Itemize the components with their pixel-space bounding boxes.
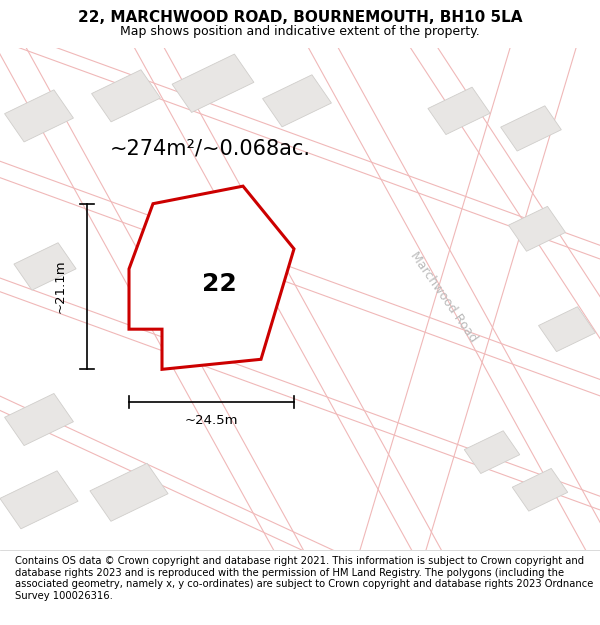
Text: ~274m²/~0.068ac.: ~274m²/~0.068ac. xyxy=(110,139,311,159)
Polygon shape xyxy=(428,87,490,134)
Polygon shape xyxy=(500,106,562,151)
Polygon shape xyxy=(0,471,78,529)
Polygon shape xyxy=(92,70,160,122)
Text: Contains OS data © Crown copyright and database right 2021. This information is : Contains OS data © Crown copyright and d… xyxy=(15,556,593,601)
Text: 22, MARCHWOOD ROAD, BOURNEMOUTH, BH10 5LA: 22, MARCHWOOD ROAD, BOURNEMOUTH, BH10 5L… xyxy=(78,9,522,24)
Text: Marchwood Road: Marchwood Road xyxy=(408,249,480,344)
Polygon shape xyxy=(509,206,565,251)
Text: ~24.5m: ~24.5m xyxy=(184,414,238,427)
Polygon shape xyxy=(129,186,294,369)
Polygon shape xyxy=(263,75,331,127)
Polygon shape xyxy=(464,431,520,474)
Text: Map shows position and indicative extent of the property.: Map shows position and indicative extent… xyxy=(120,24,480,38)
Polygon shape xyxy=(512,468,568,511)
Polygon shape xyxy=(14,242,76,290)
Polygon shape xyxy=(539,307,595,352)
Polygon shape xyxy=(90,463,168,521)
Text: ~21.1m: ~21.1m xyxy=(53,260,67,313)
Polygon shape xyxy=(161,231,265,322)
Text: 22: 22 xyxy=(202,272,236,296)
Polygon shape xyxy=(172,54,254,112)
Polygon shape xyxy=(5,394,73,446)
Polygon shape xyxy=(5,90,73,142)
